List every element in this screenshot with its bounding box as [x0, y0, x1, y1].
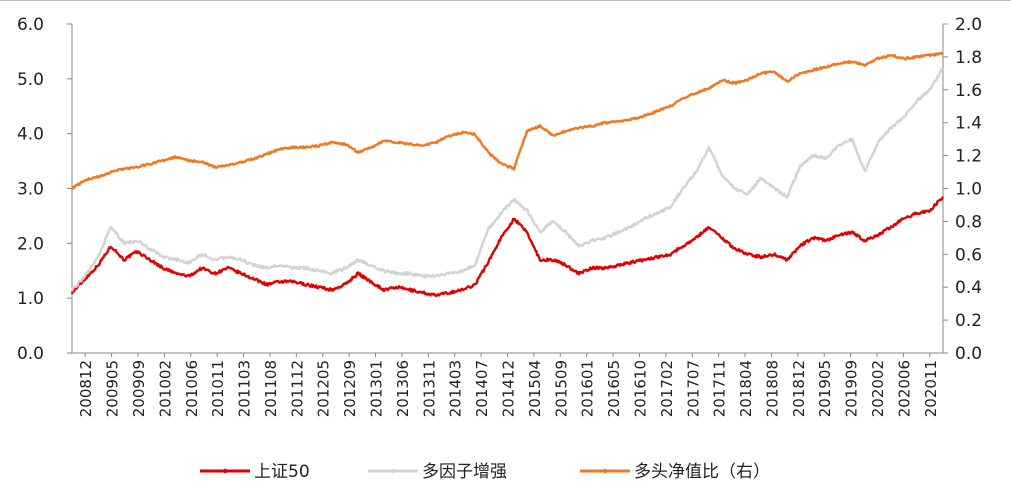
- right-y-tick-label: 1.0: [955, 180, 982, 200]
- left-y-tick-label: 1.0: [17, 289, 44, 309]
- legend-marker-2: [390, 468, 396, 474]
- x-tick-label: 201209: [341, 360, 359, 417]
- right-y-tick-label: 1.8: [955, 48, 982, 68]
- x-tick-label: 201504: [526, 360, 544, 417]
- series-line-3: [70, 51, 944, 190]
- x-tick-label: 200909: [130, 360, 148, 417]
- x-tick-label: 201002: [156, 360, 174, 417]
- x-tick-label: 201006: [183, 360, 201, 417]
- x-tick-label: 201403: [447, 360, 465, 417]
- right-y-tick-label: 0.0: [955, 344, 982, 364]
- x-tick-label: 201011: [209, 360, 227, 417]
- right-y-tick-label: 1.2: [955, 147, 982, 167]
- legend-marker-1: [222, 468, 228, 474]
- x-tick-label: 201605: [605, 360, 623, 417]
- left-y-tick-label: 6.0: [17, 15, 44, 35]
- series-line-1: [70, 196, 945, 298]
- x-tick-label: 200905: [104, 360, 122, 417]
- legend-label-1: 上证50: [254, 462, 310, 482]
- right-y-tick-label: 0.2: [955, 311, 982, 331]
- x-tick-label: 201311: [420, 360, 438, 417]
- left-y-tick-label: 4.0: [17, 125, 44, 145]
- x-tick-label: 201103: [236, 360, 254, 417]
- x-tick-label: 200812: [77, 360, 95, 417]
- series-line-2: [70, 66, 944, 292]
- x-tick-label: 201412: [500, 360, 518, 417]
- x-tick-label: 201909: [843, 360, 861, 417]
- x-tick-label: 202011: [922, 360, 940, 417]
- x-tick-label: 202006: [895, 360, 913, 417]
- x-tick-label: 201702: [658, 360, 676, 417]
- right-y-tick-label: 0.8: [955, 212, 982, 232]
- legend-label-2: 多因子增强: [422, 462, 507, 482]
- x-tick-label: 201306: [394, 360, 412, 417]
- legend-marker-3: [602, 468, 608, 474]
- left-y-tick-label: 2.0: [17, 234, 44, 254]
- left-y-tick-label: 3.0: [17, 180, 44, 200]
- x-tick-label: 201205: [315, 360, 333, 417]
- right-y-tick-label: 2.0: [955, 15, 982, 35]
- x-tick-label: 201804: [737, 360, 755, 417]
- legend: 上证50 多因子增强 多头净值比（右）: [200, 462, 770, 482]
- x-tick-label: 202002: [869, 360, 887, 417]
- top-rule: [0, 0, 1011, 1]
- x-tick-label: 201601: [579, 360, 597, 417]
- x-tick-label: 201108: [262, 360, 280, 417]
- legend-label-3: 多头净值比（右）: [634, 462, 770, 482]
- x-tick-label: 201407: [473, 360, 491, 417]
- x-tick-label: 201808: [763, 360, 781, 417]
- x-tick-label: 201905: [816, 360, 834, 417]
- left-y-tick-label: 0.0: [17, 344, 44, 364]
- right-y-tick-label: 0.4: [955, 278, 982, 298]
- right-y-tick-label: 1.4: [955, 114, 982, 134]
- x-tick-label: 201707: [684, 360, 702, 417]
- x-tick-label: 201301: [368, 360, 386, 417]
- axes: 0.0 1.0 2.0 3.0 4.0 5.0 6.0 0.0 0.2 0.4 0.6 0.8 1.0 1…: [17, 15, 982, 417]
- x-tick-label: 201610: [631, 360, 649, 417]
- x-tick-label: 201711: [711, 360, 729, 417]
- x-tick-label: 201509: [552, 360, 570, 417]
- right-y-tick-label: 0.6: [955, 245, 982, 265]
- x-tick-label: 201112: [288, 360, 306, 417]
- left-y-tick-label: 5.0: [17, 70, 44, 90]
- series-lines: [70, 51, 945, 298]
- right-y-tick-label: 1.6: [955, 81, 982, 101]
- x-tick-label: 201812: [790, 360, 808, 417]
